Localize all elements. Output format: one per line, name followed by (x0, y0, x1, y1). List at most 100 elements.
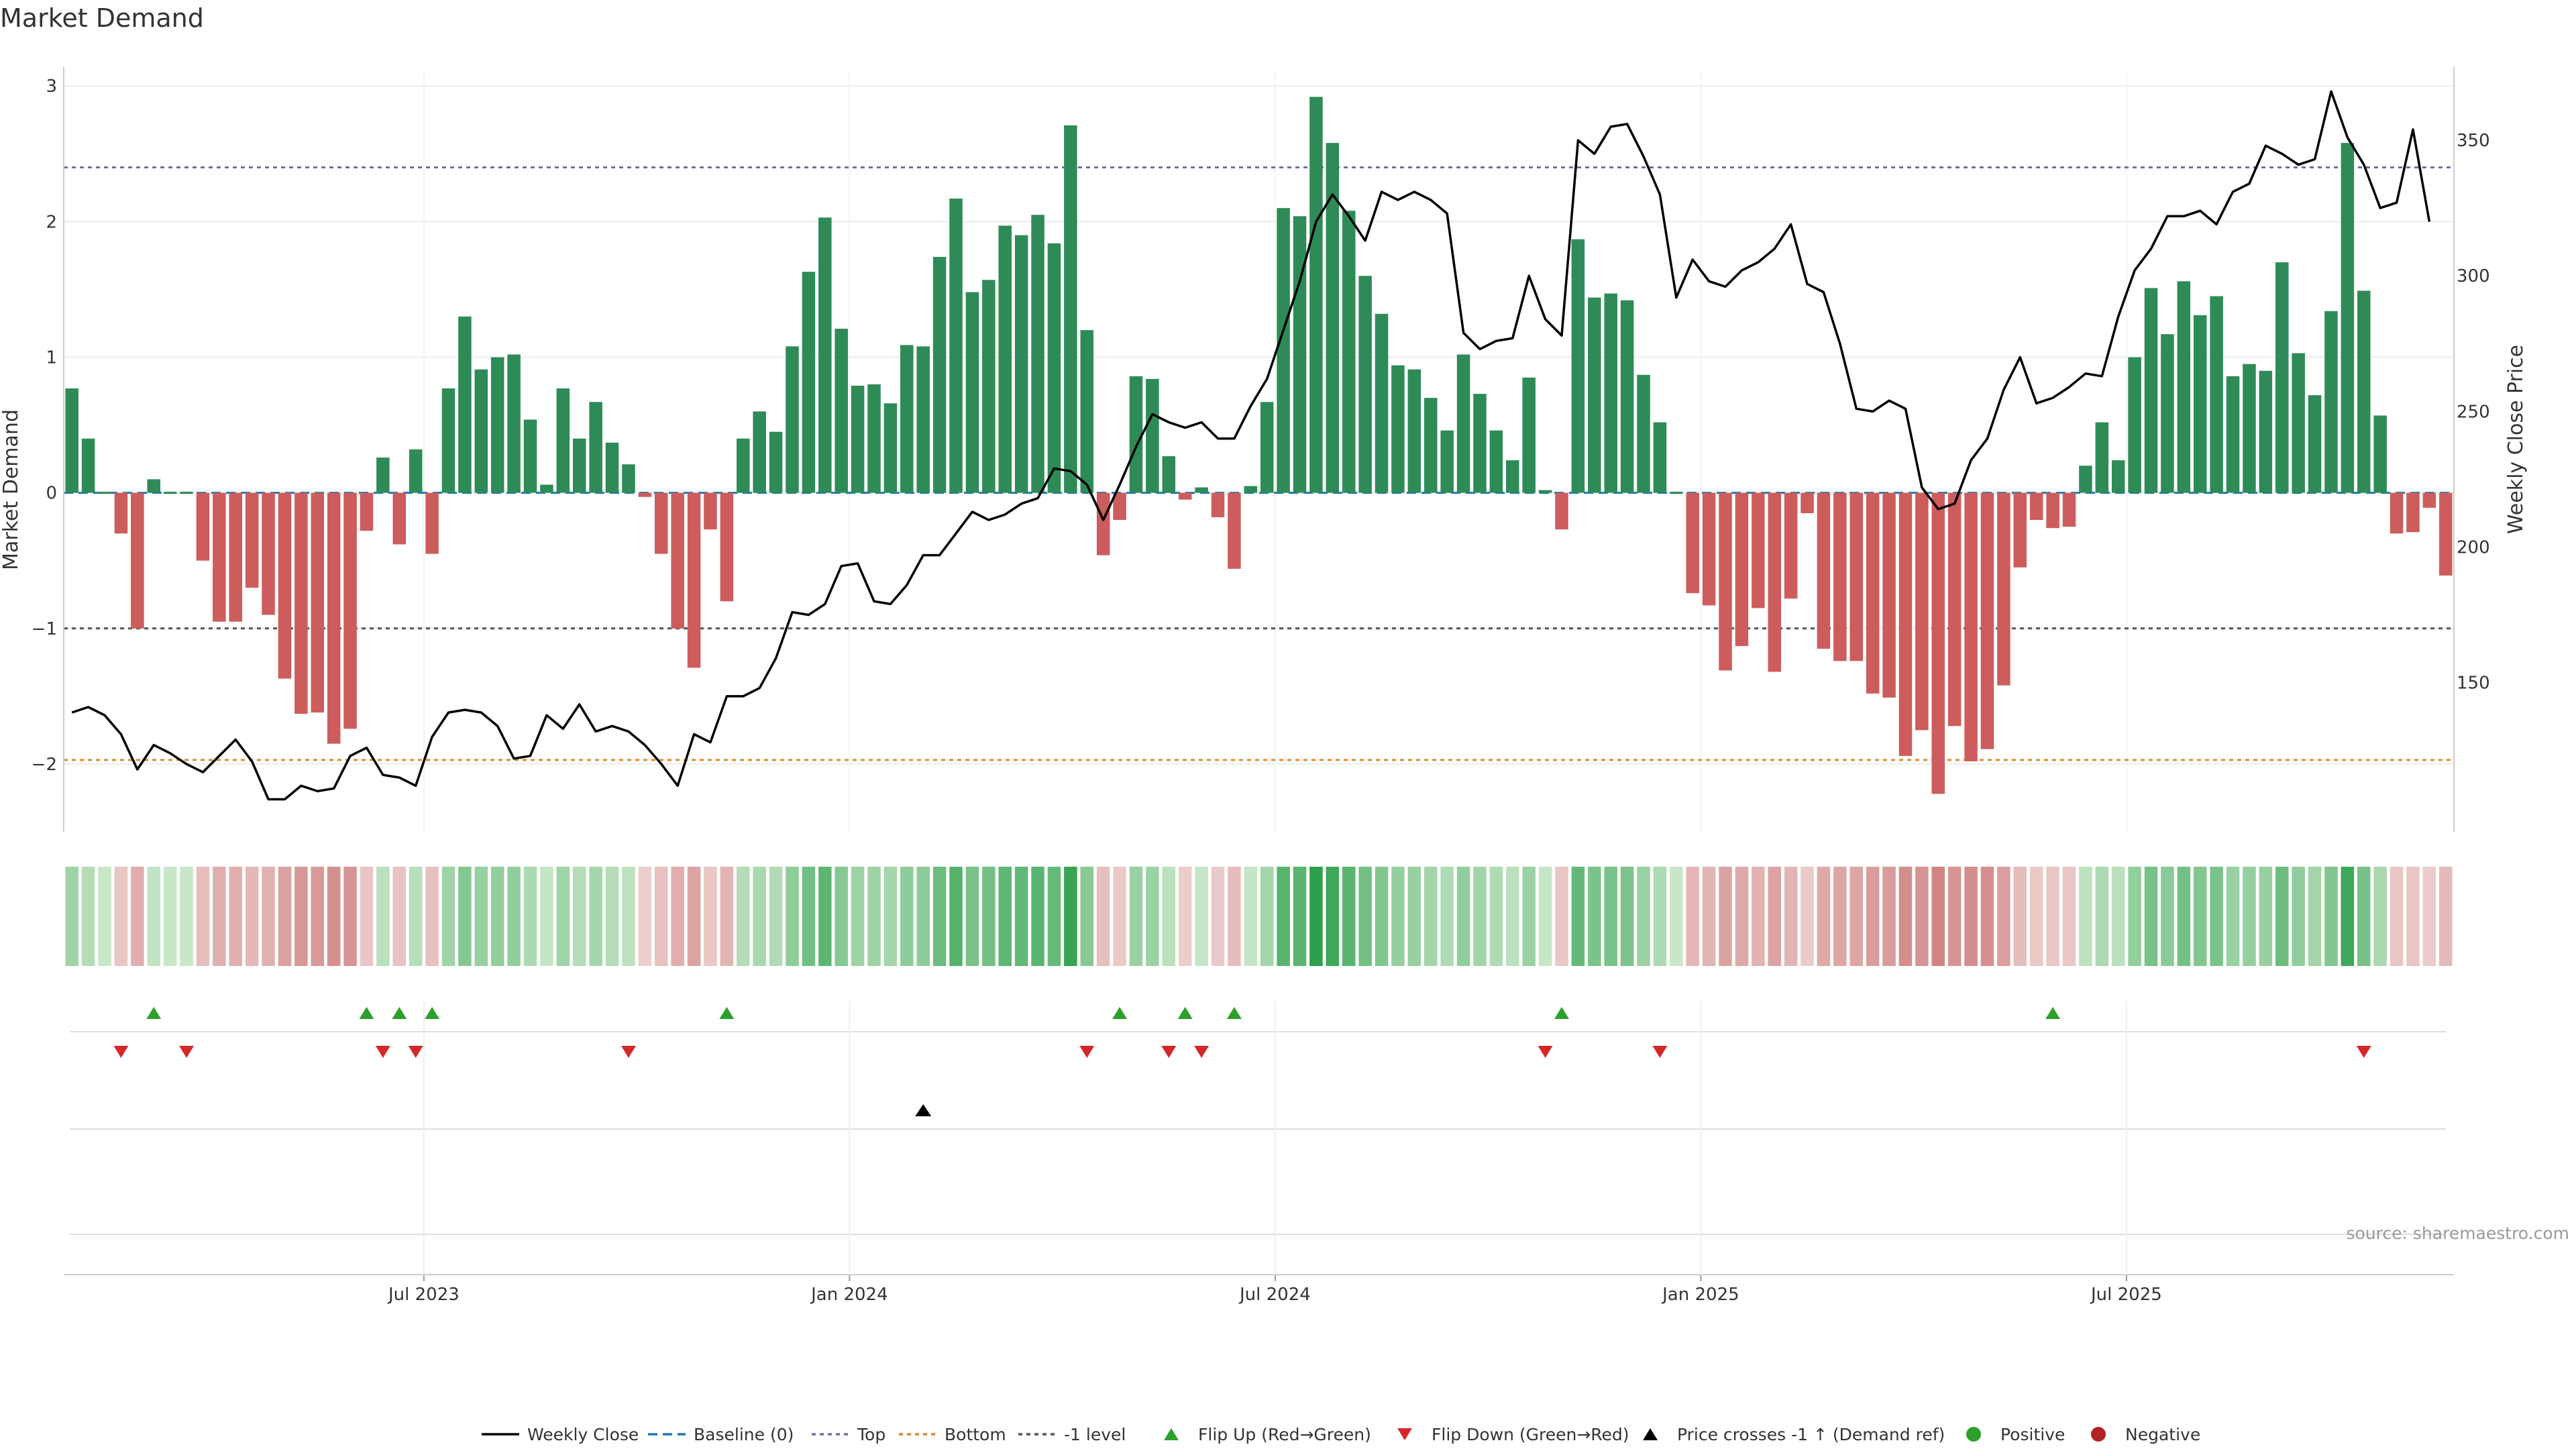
demand-bar (605, 442, 619, 493)
heat-cell (114, 867, 128, 966)
heat-cell (1538, 867, 1552, 966)
demand-bar (213, 492, 226, 622)
heat-cell (2046, 867, 2059, 966)
heat-cell (98, 867, 111, 966)
demand-bar (1195, 487, 1208, 493)
demand-bar (2210, 296, 2223, 493)
legend-swatch (1397, 1428, 1412, 1440)
demand-bar (622, 464, 635, 493)
demand-bar (1768, 492, 1781, 672)
heat-cell (769, 867, 783, 966)
heat-cell (818, 867, 832, 966)
flip-down-marker (1194, 1046, 1210, 1058)
demand-bar (1849, 492, 1864, 661)
demand-bar (1440, 430, 1454, 493)
demand-bar (1915, 492, 1929, 731)
heat-cell (458, 867, 472, 966)
demand-bar (1947, 492, 1962, 727)
heat-cell (622, 867, 635, 966)
heat-cell (1980, 867, 1994, 966)
demand-bar (720, 492, 734, 602)
demand-bar (687, 492, 701, 668)
price-cross-marker (915, 1104, 932, 1116)
demand-bar (867, 384, 881, 493)
y-tick-label-left: 2 (46, 212, 57, 232)
heat-cell (1146, 867, 1159, 966)
demand-bar (572, 438, 586, 493)
heat-cell (1670, 867, 1683, 966)
demand-bar (1064, 125, 1077, 493)
demand-bar (474, 369, 488, 493)
demand-bar (2324, 311, 2338, 493)
demand-bar (131, 492, 144, 629)
heat-cell (932, 867, 947, 966)
demand-bar (1424, 398, 1438, 493)
heat-cell (786, 867, 799, 966)
heat-cell (1293, 867, 1307, 966)
heat-cell (311, 867, 325, 966)
axes: 3 2 1 0 −1 −2 350 300 250 200 150 Jul 2023 Jan 2024 J… (32, 67, 2490, 1305)
heat-cell (1997, 867, 2010, 966)
legend-swatch (1643, 1428, 1658, 1440)
demand-bar (245, 492, 259, 588)
demand-bar (1391, 365, 1405, 493)
heat-cell (1228, 867, 1241, 966)
heat-cell (1489, 867, 1503, 966)
heat-cell (2308, 867, 2322, 966)
demand-bar (2259, 370, 2273, 493)
demand-bar (1129, 376, 1143, 493)
heat-cell (2439, 867, 2453, 966)
demand-bar (1653, 422, 1667, 493)
demand-bar (1031, 215, 1044, 493)
demand-bar (1571, 239, 1585, 493)
heat-cell (1014, 867, 1028, 966)
demand-bar (2177, 281, 2191, 493)
demand-bar (851, 385, 865, 493)
heat-cell (2341, 867, 2355, 966)
heat-cell (1375, 867, 1389, 966)
signal-panels (64, 1001, 2454, 1275)
flip-up-marker (1554, 1007, 1569, 1019)
heat-cell (1031, 867, 1044, 966)
demand-bar (278, 492, 292, 679)
demand-bar (1358, 276, 1372, 493)
demand-bar (769, 431, 783, 493)
heat-cell (1686, 867, 1699, 966)
demand-bar (1489, 430, 1503, 493)
legend-label: Bottom (945, 1425, 1006, 1444)
demand-bar (1260, 402, 1274, 493)
heat-cell (2062, 867, 2076, 966)
demand-bar (1014, 235, 1028, 493)
demand-bar (294, 492, 308, 714)
demand-bar (883, 403, 898, 493)
demand-bar (1686, 492, 1699, 594)
heat-cell (1096, 867, 1110, 966)
demand-bar (392, 492, 407, 545)
heat-cell (753, 867, 766, 966)
demand-bar (360, 492, 374, 531)
heat-cell (2226, 867, 2240, 966)
heat-cell (916, 867, 930, 966)
heat-cell (572, 867, 586, 966)
heat-cell (1113, 867, 1126, 966)
demand-bar (2128, 357, 2141, 493)
demand-bar (180, 492, 193, 494)
demand-bar (1244, 486, 1258, 493)
heat-cell (1424, 867, 1438, 966)
heat-cell (671, 867, 684, 966)
heat-cell (1849, 867, 1864, 966)
heat-cell (1260, 867, 1274, 966)
flip-up-marker (1177, 1007, 1193, 1019)
flip-up-marker (1112, 1007, 1128, 1019)
demand-bar (2292, 353, 2305, 493)
flip-up-marker (359, 1007, 374, 1019)
demand-bar (2422, 492, 2436, 508)
demand-bar (2029, 492, 2043, 521)
heat-cell (965, 867, 979, 966)
heat-cell (409, 867, 423, 966)
demand-bar (1898, 492, 1913, 756)
heat-cell (65, 867, 78, 966)
demand-bar (1162, 456, 1176, 493)
demand-bar (147, 479, 160, 493)
heat-cell (229, 867, 243, 966)
